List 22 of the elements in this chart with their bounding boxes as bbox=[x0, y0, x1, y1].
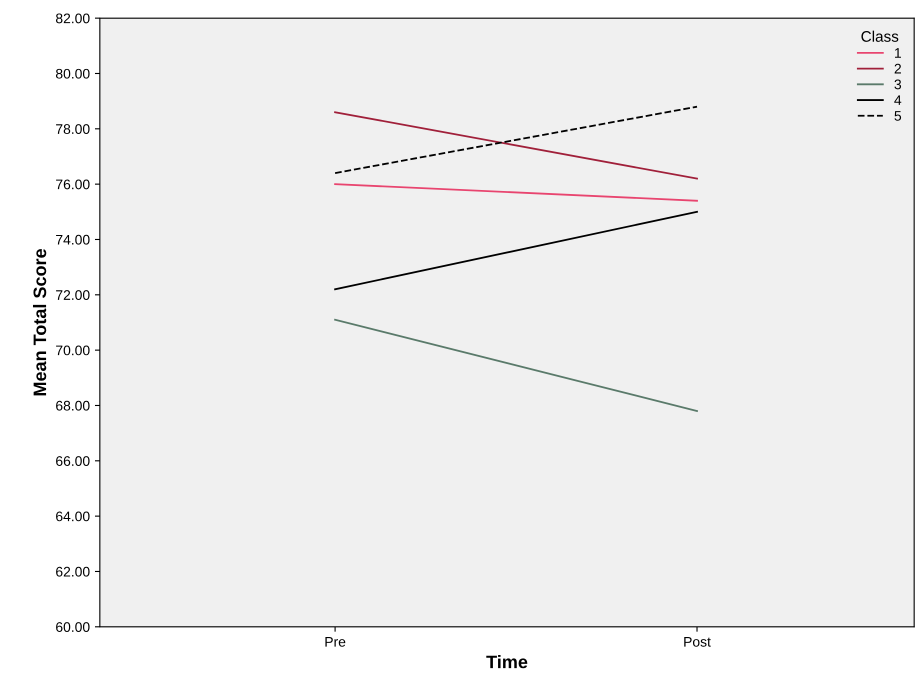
y-axis-title: Mean Total Score bbox=[32, 249, 46, 396]
y-tick-label: 76.00 bbox=[56, 179, 90, 190]
legend-label: 2 bbox=[894, 64, 901, 74]
y-tick-label: 82.00 bbox=[56, 13, 90, 24]
legend-title: Class bbox=[861, 30, 898, 42]
y-tick-label: 78.00 bbox=[56, 124, 90, 134]
y-tick-label: 80.00 bbox=[56, 68, 90, 79]
legend-label: 4 bbox=[894, 95, 902, 105]
y-tick-label: 66.00 bbox=[56, 456, 90, 466]
legend-label: 1 bbox=[895, 48, 901, 58]
y-tick-label: 68.00 bbox=[56, 400, 90, 411]
y-tick-label: 64.00 bbox=[56, 511, 90, 522]
legend-label: 3 bbox=[894, 79, 902, 90]
y-tick-label: 62.00 bbox=[56, 566, 90, 577]
x-tick-label: Post bbox=[684, 637, 711, 647]
x-axis-title: Time bbox=[486, 655, 528, 668]
y-tick-label: 70.00 bbox=[56, 345, 90, 356]
y-tick-label: 74.00 bbox=[56, 234, 90, 245]
x-tick-label: Pre bbox=[325, 637, 346, 647]
legend-label: 5 bbox=[894, 111, 902, 121]
y-tick-label: 60.00 bbox=[56, 622, 90, 632]
y-tick-label: 72.00 bbox=[56, 290, 90, 300]
